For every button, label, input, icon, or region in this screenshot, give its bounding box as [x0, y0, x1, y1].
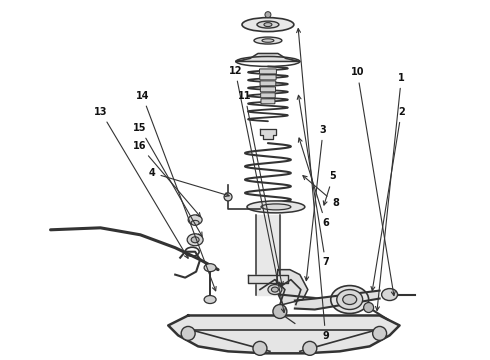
Ellipse shape [382, 289, 397, 301]
Text: 14: 14 [136, 91, 216, 291]
Text: 15: 15 [133, 123, 202, 236]
Circle shape [303, 341, 317, 355]
Text: 10: 10 [351, 67, 395, 296]
Ellipse shape [247, 201, 305, 213]
Ellipse shape [204, 264, 216, 272]
Text: 12: 12 [228, 66, 285, 312]
Ellipse shape [261, 204, 291, 210]
Text: 11: 11 [238, 91, 283, 285]
Circle shape [224, 193, 232, 201]
Ellipse shape [254, 37, 282, 44]
Ellipse shape [271, 287, 278, 292]
Polygon shape [256, 215, 280, 294]
Polygon shape [295, 291, 380, 310]
Ellipse shape [331, 285, 368, 314]
Ellipse shape [242, 18, 294, 32]
Circle shape [372, 327, 387, 340]
Polygon shape [260, 129, 276, 139]
Ellipse shape [191, 237, 199, 243]
Polygon shape [276, 270, 308, 305]
Ellipse shape [268, 285, 282, 294]
Text: 4: 4 [149, 168, 229, 197]
Circle shape [265, 12, 271, 18]
Text: 3: 3 [305, 125, 326, 280]
Text: 1: 1 [375, 73, 405, 310]
Ellipse shape [337, 289, 363, 310]
Text: 8: 8 [303, 176, 339, 208]
Ellipse shape [187, 234, 203, 246]
Ellipse shape [188, 215, 202, 225]
FancyBboxPatch shape [260, 69, 276, 74]
Ellipse shape [191, 220, 199, 225]
Polygon shape [248, 275, 288, 283]
Ellipse shape [343, 294, 357, 305]
Circle shape [273, 305, 287, 319]
Text: 13: 13 [94, 107, 188, 258]
Text: 9: 9 [296, 28, 329, 341]
Circle shape [253, 341, 267, 355]
Text: 2: 2 [371, 107, 405, 291]
Ellipse shape [262, 39, 274, 42]
FancyBboxPatch shape [261, 93, 275, 98]
FancyBboxPatch shape [261, 99, 275, 104]
FancyBboxPatch shape [260, 81, 276, 86]
FancyBboxPatch shape [260, 75, 276, 80]
Text: 7: 7 [297, 95, 329, 267]
Circle shape [364, 302, 374, 312]
FancyBboxPatch shape [260, 87, 275, 92]
Text: 5: 5 [323, 171, 336, 205]
Ellipse shape [204, 296, 216, 303]
Ellipse shape [264, 23, 272, 27]
Text: 6: 6 [298, 138, 329, 228]
Circle shape [181, 327, 195, 340]
Polygon shape [168, 315, 399, 353]
Polygon shape [236, 54, 300, 62]
Text: 16: 16 [133, 141, 200, 217]
Ellipse shape [257, 21, 279, 28]
